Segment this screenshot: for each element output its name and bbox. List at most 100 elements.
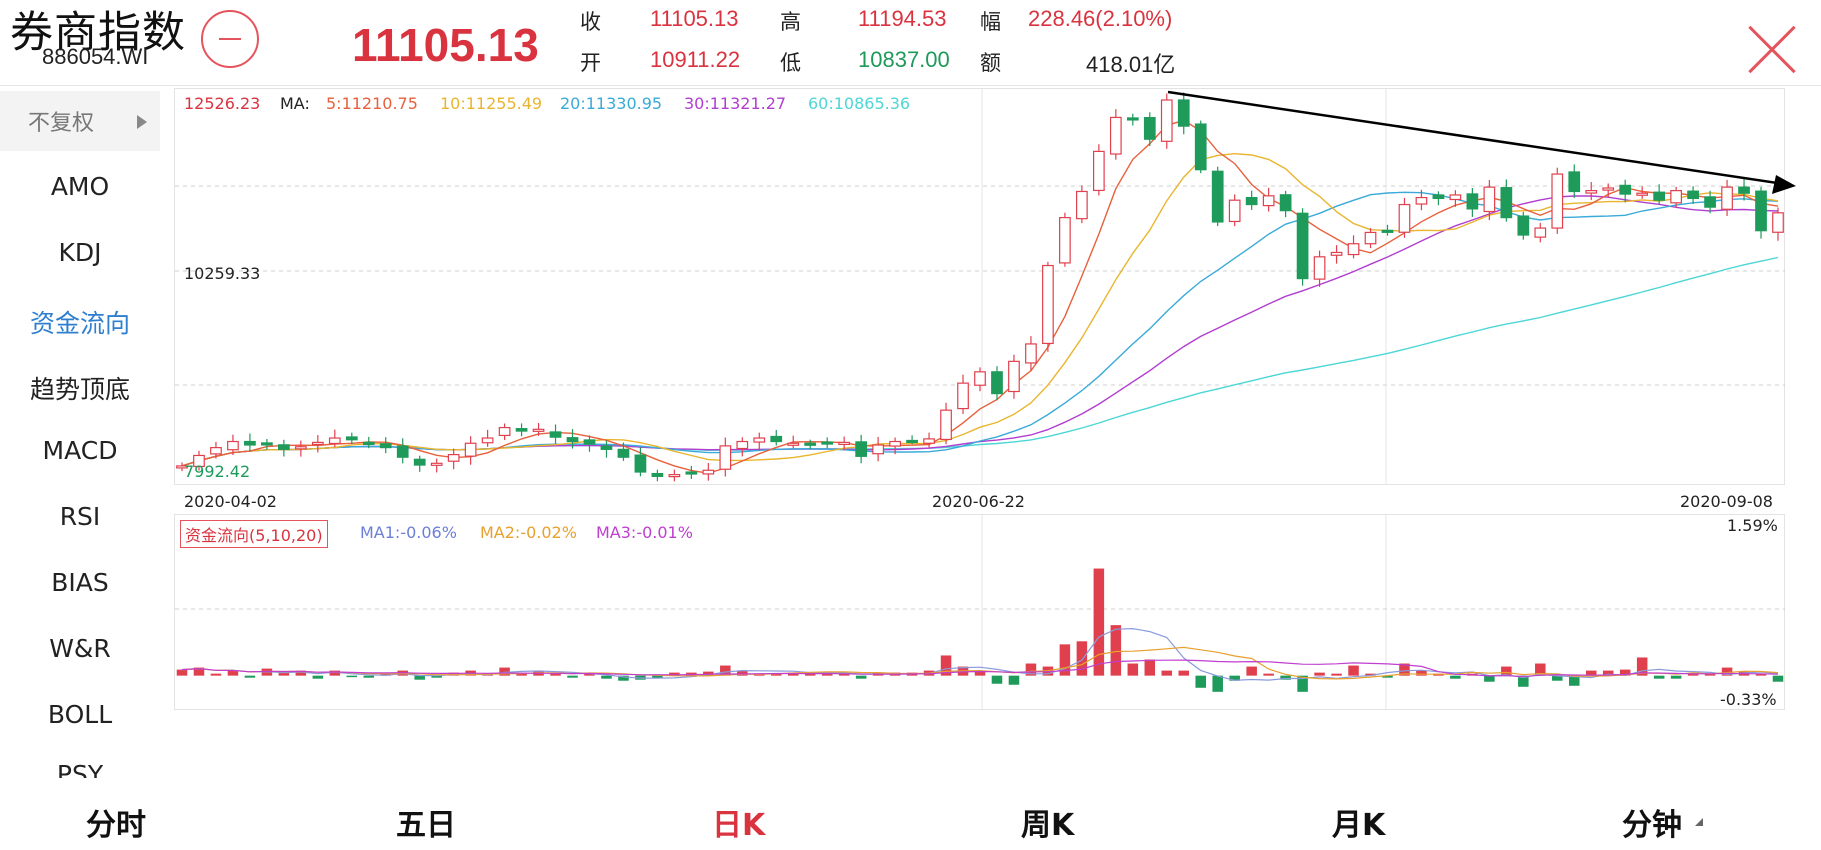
funds-bar <box>1772 675 1784 682</box>
funds-bar <box>1755 673 1767 676</box>
candle-body <box>940 409 952 441</box>
funds-bar <box>1280 675 1291 680</box>
candle-body <box>651 472 664 477</box>
sidebar-item-rsi[interactable]: RSI <box>59 502 101 531</box>
ma5-line <box>181 119 1779 474</box>
funds-bar <box>940 655 952 676</box>
funds-bar <box>703 671 714 676</box>
low-label: 低 <box>780 51 801 75</box>
funds-bar <box>1535 663 1546 676</box>
candle-body <box>1738 186 1750 194</box>
ma5-value: 5:11210.75 <box>326 94 418 113</box>
adjust-dropdown[interactable]: 不复权 <box>0 91 160 151</box>
candle-body <box>1534 227 1547 238</box>
sidebar-item-trend[interactable]: 趋势顶底 <box>29 375 130 404</box>
funds-bar <box>1076 641 1088 676</box>
candle-body <box>379 443 392 449</box>
funds-bar <box>618 675 629 681</box>
date-start: 2020-04-02 <box>184 492 277 511</box>
funds-bar <box>431 675 442 678</box>
funds-bar <box>1552 675 1563 681</box>
tab-weekly-k[interactable]: 周K <box>1021 808 1075 843</box>
funds-bar <box>974 670 986 676</box>
candle-body <box>974 371 986 386</box>
funds-bar <box>1127 663 1139 676</box>
funds-bar <box>1568 675 1580 686</box>
funds-bar <box>1416 670 1427 676</box>
funds-bar <box>1518 675 1529 687</box>
ma10-value: 10:11255.49 <box>440 94 543 113</box>
sidebar-item-psy[interactable]: PSY <box>56 760 104 778</box>
funds-bar <box>1297 675 1308 692</box>
high-label: 高 <box>780 10 801 34</box>
tab-five-day[interactable]: 五日 <box>396 808 456 843</box>
funds-bar <box>1331 673 1342 676</box>
candle-body <box>311 441 324 445</box>
candle-body <box>1551 173 1564 229</box>
candle-body <box>617 448 630 458</box>
funds-bar <box>1025 663 1037 676</box>
minus-circle-icon[interactable] <box>201 10 259 68</box>
sidebar-item-bias[interactable]: BIAS <box>51 568 109 597</box>
candle-body <box>753 437 766 443</box>
candle-body <box>1126 117 1139 121</box>
funds-bar <box>991 675 1003 684</box>
candle-body <box>1042 264 1054 345</box>
sidebar-item-boll[interactable]: BOLL <box>47 700 113 729</box>
sidebar-item-kdj[interactable]: KDJ <box>58 238 102 267</box>
funds-bar <box>550 673 561 676</box>
sidebar-item-amo[interactable]: AMO <box>50 172 110 201</box>
candle-body <box>1076 190 1088 220</box>
funds-bar <box>737 670 748 676</box>
tab-daily-k[interactable]: 日K <box>712 808 766 843</box>
tab-minute[interactable]: 分钟 <box>1622 808 1682 843</box>
funds-bar <box>210 673 222 676</box>
candle-body <box>345 436 358 441</box>
funds-bar <box>1144 659 1156 676</box>
sidebar-item-macd[interactable]: MACD <box>42 436 118 465</box>
funds-title-tag[interactable]: 资金流向(5,10,20) <box>180 520 328 548</box>
funds-bar <box>821 672 833 676</box>
funds-bar <box>295 670 307 676</box>
candle-body <box>855 441 868 457</box>
candle-body <box>481 437 494 444</box>
close-value: 11105.13 <box>650 6 739 31</box>
candle-body <box>430 462 443 466</box>
funds-bar <box>1348 665 1359 676</box>
candle-body <box>1483 186 1496 213</box>
candle-body <box>1228 199 1241 223</box>
amount-value: 418.01亿 <box>1086 52 1176 77</box>
candle-body <box>396 445 409 458</box>
funds-bar <box>1602 670 1614 676</box>
candle-body <box>1245 196 1258 206</box>
candle-body <box>600 445 613 450</box>
funds-bar <box>720 665 731 676</box>
funds-bar <box>1008 675 1020 685</box>
sidebar-item-funds-flow[interactable]: 资金流向 <box>29 309 130 338</box>
funds-panel[interactable] <box>174 514 1785 710</box>
candle-body <box>1092 150 1105 192</box>
funds-bar <box>567 675 578 678</box>
funds-bar <box>1212 675 1223 692</box>
candle-body <box>1398 203 1411 233</box>
candle-body <box>1330 251 1343 256</box>
candle-body <box>1619 184 1632 195</box>
candle-body <box>1517 215 1530 236</box>
funds-ma2: MA2:-0.02% <box>480 523 577 542</box>
sidebar-item-wr[interactable]: W&R <box>49 634 111 663</box>
candle-body <box>1568 171 1581 193</box>
candle-body <box>1109 116 1122 155</box>
candle-body <box>804 442 817 446</box>
ma30-value: 30:11321.27 <box>684 94 787 113</box>
funds-bar <box>1314 672 1325 676</box>
funds-bar <box>1619 669 1631 676</box>
funds-bar <box>227 670 239 676</box>
tab-intraday[interactable]: 分时 <box>86 808 146 843</box>
funds-ma1: MA1:-0.06% <box>360 523 457 542</box>
kline-panel[interactable] <box>174 88 1785 485</box>
tab-monthly-k[interactable]: 月K <box>1332 808 1386 843</box>
low-value: 10837.00 <box>858 47 950 72</box>
candle-body <box>1449 194 1462 201</box>
funds-bar <box>329 670 341 676</box>
adjust-label: 不复权 <box>28 111 95 136</box>
